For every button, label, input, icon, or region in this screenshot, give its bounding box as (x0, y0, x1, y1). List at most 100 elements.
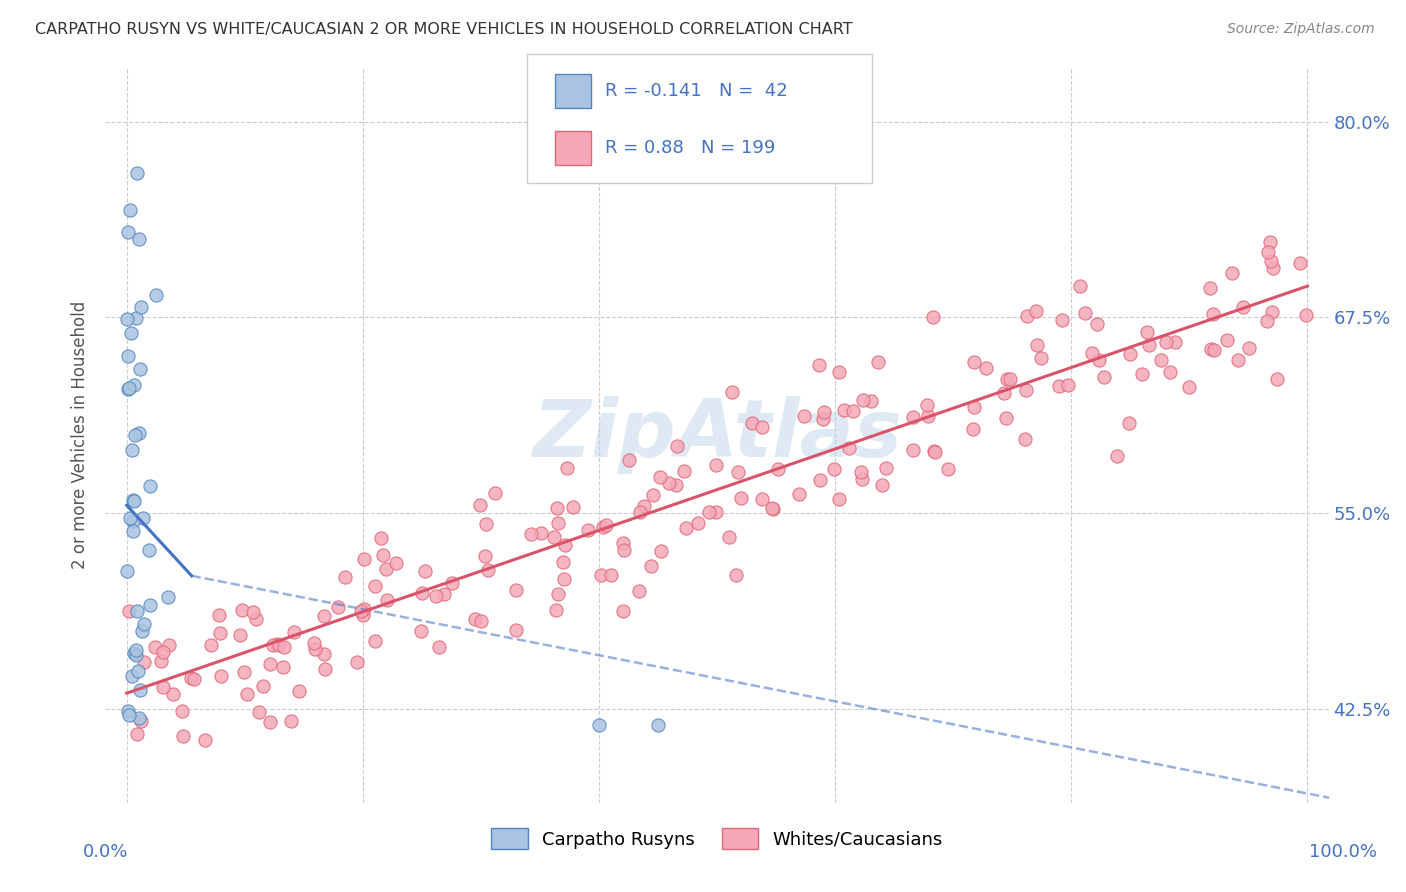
Point (312, 609, 335, 624)
Point (1260, 305, 1282, 319)
Point (413, 565, 436, 579)
Point (209, 668, 232, 682)
Point (247, 706, 270, 720)
Point (875, 461, 897, 475)
Point (592, 520, 614, 534)
Point (727, 465, 749, 479)
Point (1202, 307, 1225, 321)
Point (138, 543, 160, 558)
Point (963, 355, 986, 369)
Point (1026, 338, 1049, 352)
Point (134, 655, 156, 669)
Point (547, 587, 569, 601)
Point (600, 567, 623, 582)
Point (1069, 279, 1091, 293)
Point (231, 603, 253, 617)
Point (613, 542, 636, 557)
Point (128, 425, 150, 440)
Point (852, 393, 875, 408)
Point (658, 476, 681, 491)
Point (350, 604, 373, 618)
Point (787, 487, 810, 501)
Point (273, 640, 295, 654)
Point (157, 590, 180, 604)
Point (1199, 343, 1222, 357)
Point (129, 714, 152, 729)
Point (440, 576, 463, 591)
Point (859, 394, 882, 409)
Point (411, 585, 433, 599)
Point (505, 583, 527, 598)
Point (665, 440, 688, 454)
Text: 100.0%: 100.0% (1309, 843, 1376, 861)
Point (157, 638, 180, 652)
Point (823, 462, 845, 476)
Point (127, 727, 149, 741)
Point (962, 422, 984, 436)
Point (1050, 313, 1073, 327)
Point (917, 398, 939, 412)
Point (1088, 352, 1111, 367)
Point (125, 643, 148, 657)
Point (1220, 266, 1243, 280)
Point (588, 717, 610, 731)
Point (543, 530, 565, 544)
Point (1074, 305, 1097, 319)
Point (963, 401, 986, 415)
Point (145, 288, 167, 302)
Point (1154, 334, 1177, 349)
Point (828, 365, 851, 379)
Point (1178, 379, 1201, 393)
Point (1267, 371, 1289, 385)
Point (122, 377, 145, 392)
Point (259, 715, 281, 730)
Point (245, 612, 267, 626)
Point (117, 604, 139, 618)
Point (924, 444, 946, 458)
Point (409, 624, 432, 638)
Point (129, 300, 152, 314)
Point (370, 531, 392, 545)
Point (1031, 351, 1053, 366)
Point (1085, 318, 1108, 332)
Point (375, 592, 398, 607)
Point (1136, 325, 1159, 339)
Point (530, 526, 553, 541)
Point (706, 505, 728, 519)
Point (1130, 367, 1153, 381)
Point (262, 638, 284, 652)
Point (994, 410, 1017, 425)
Point (730, 491, 752, 506)
Point (139, 598, 162, 612)
Point (172, 729, 194, 743)
Y-axis label: 2 or more Vehicles in Household: 2 or more Vehicles in Household (72, 301, 90, 569)
Point (484, 486, 506, 500)
Point (1000, 371, 1022, 385)
Point (152, 645, 174, 659)
Point (1080, 346, 1102, 360)
Point (125, 166, 148, 180)
Point (870, 477, 893, 491)
Point (115, 311, 138, 326)
Text: R = -0.141   N =  42: R = -0.141 N = 42 (605, 82, 787, 100)
Point (520, 526, 543, 541)
Point (1057, 378, 1080, 392)
Point (259, 657, 281, 671)
Point (470, 614, 492, 628)
Point (924, 444, 946, 458)
Point (1092, 370, 1115, 384)
Point (640, 559, 662, 574)
Point (139, 479, 162, 493)
Point (665, 478, 688, 492)
Point (741, 417, 763, 431)
Point (1239, 342, 1261, 356)
Point (762, 501, 785, 516)
Point (128, 232, 150, 246)
Point (751, 492, 773, 507)
Point (675, 520, 697, 534)
Point (385, 556, 408, 570)
Point (1107, 450, 1129, 464)
Point (242, 605, 264, 619)
Point (288, 683, 311, 698)
Point (468, 498, 491, 512)
